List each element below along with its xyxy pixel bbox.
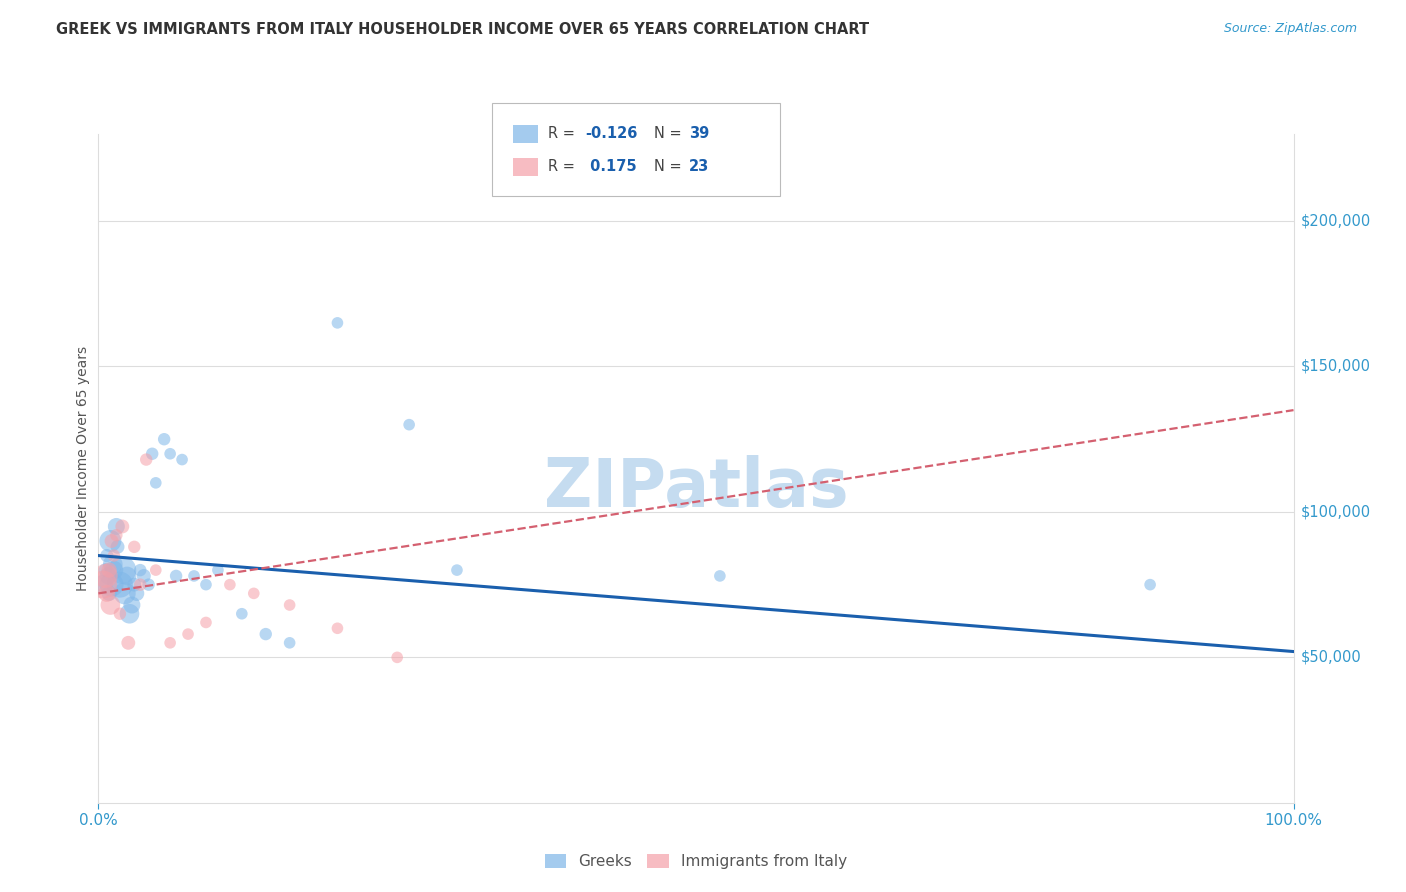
Point [326,316,349,330]
Point [254,627,277,641]
Point [100,534,122,549]
Point [98,598,122,612]
Point [1139,577,1161,591]
Point [91,577,114,591]
Point [118,607,141,621]
Point [91,577,114,591]
Text: 23: 23 [689,160,709,174]
Point [105,528,128,542]
Point [159,447,181,461]
Point [159,636,181,650]
Point [138,577,160,591]
Text: R =: R = [548,160,579,174]
Text: ZIPatlas: ZIPatlas [544,456,848,521]
Text: N =: N = [654,160,686,174]
Point [105,519,128,533]
Point [115,569,138,583]
Point [177,627,200,641]
Text: $150,000: $150,000 [1301,359,1371,374]
Point [129,563,152,577]
Point [243,586,266,600]
Point [446,563,468,577]
Text: N =: N = [654,127,686,141]
Text: $50,000: $50,000 [1301,650,1361,665]
Point [103,549,125,563]
Point [172,452,194,467]
Point [141,447,163,461]
Point [231,607,253,621]
Point [101,558,124,572]
Point [219,577,242,591]
Text: 39: 39 [689,127,709,141]
Point [108,607,131,621]
Point [114,586,136,600]
Point [207,563,229,577]
Point [709,569,731,583]
Point [94,563,117,577]
Text: $200,000: $200,000 [1301,213,1371,228]
Point [132,569,155,583]
Y-axis label: Householder Income Over 65 years: Householder Income Over 65 years [76,346,90,591]
Point [124,540,146,554]
Point [153,432,176,446]
Point [98,534,122,549]
Text: R =: R = [548,127,579,141]
Point [278,598,301,612]
Point [94,569,117,583]
Point [96,549,118,563]
Legend: Greeks, Immigrants from Italy: Greeks, Immigrants from Italy [538,847,853,875]
Text: $100,000: $100,000 [1301,505,1371,519]
Point [107,540,129,554]
Point [145,563,167,577]
Point [165,569,187,583]
Text: Source: ZipAtlas.com: Source: ZipAtlas.com [1223,22,1357,36]
Point [194,615,217,630]
Text: -0.126: -0.126 [585,127,637,141]
Point [145,475,167,490]
Point [194,577,217,591]
Point [111,563,134,577]
Point [111,519,134,533]
Point [121,598,143,612]
Text: GREEK VS IMMIGRANTS FROM ITALY HOUSEHOLDER INCOME OVER 65 YEARS CORRELATION CHAR: GREEK VS IMMIGRANTS FROM ITALY HOUSEHOLD… [56,22,869,37]
Point [96,586,118,600]
Point [385,650,409,665]
Point [125,586,148,600]
Point [278,636,301,650]
Point [100,577,122,591]
Point [129,577,152,591]
Point [398,417,420,432]
Point [326,621,349,635]
Text: 0.175: 0.175 [585,160,637,174]
Point [108,577,131,591]
Point [98,563,121,577]
Point [124,577,146,591]
Point [97,569,120,583]
Point [98,586,121,600]
Point [135,452,157,467]
Point [103,563,125,577]
Point [117,636,139,650]
Point [183,569,205,583]
